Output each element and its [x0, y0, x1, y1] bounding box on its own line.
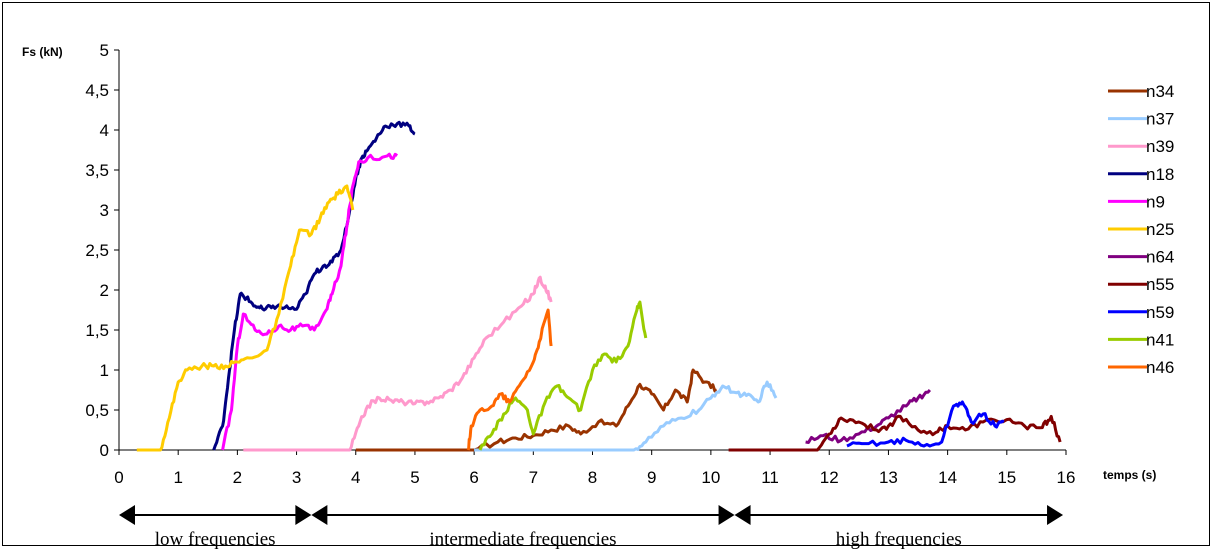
- legend-label-n25: n25: [1146, 220, 1174, 239]
- x-tick-label: 14: [938, 468, 957, 487]
- legend-label-n37: n37: [1146, 110, 1174, 129]
- x-axis-label: temps (s): [1103, 468, 1156, 482]
- band-label: low frequencies: [155, 529, 276, 550]
- y-tick-label: 0: [100, 441, 109, 460]
- frequency-bands: low frequencies intermediate frequencies h…: [119, 505, 1064, 550]
- legend-label-n34: n34: [1146, 82, 1174, 101]
- x-ticks: 0 1 2 3 4 5 6 7 8 9 10 11 12 13 14 15 16: [114, 450, 1075, 487]
- band-label: high frequencies: [836, 529, 962, 550]
- legend-label-n41: n41: [1146, 330, 1174, 349]
- x-tick-label: 9: [647, 468, 656, 487]
- x-tick-label: 8: [588, 468, 597, 487]
- series-line-n55: [728, 414, 1062, 452]
- legend-label-n39: n39: [1146, 137, 1174, 156]
- y-tick-label: 2: [100, 281, 109, 300]
- x-tick-label: 4: [351, 468, 360, 487]
- series-line-n41: [478, 300, 648, 451]
- band-arrowhead-right: [1047, 505, 1064, 525]
- x-tick-label: 5: [410, 468, 419, 487]
- y-ticks: 0 0,5 1 1,5 2 2,5 3 3,5 4 4,5 5: [85, 41, 119, 460]
- y-tick-label: 1,5: [85, 321, 109, 340]
- x-tick-label: 16: [1057, 468, 1076, 487]
- series-line-n46: [466, 308, 553, 451]
- legend: n34 n37 n39 n18 n9 n25 n64 n55 n59 n41 n46: [1108, 82, 1174, 377]
- y-tick-label: 3: [100, 201, 109, 220]
- series-line-n59: [846, 400, 1005, 448]
- series-line-n18: [212, 120, 416, 451]
- x-tick-label: 13: [879, 468, 898, 487]
- series-line-n37: [474, 380, 778, 452]
- series-line-n39: [243, 275, 553, 452]
- legend-label-n59: n59: [1146, 303, 1174, 322]
- x-tick-label: 2: [233, 468, 242, 487]
- y-tick-label: 4,5: [85, 81, 109, 100]
- legend-label-n55: n55: [1146, 275, 1174, 294]
- y-tick-label: 3,5: [85, 161, 109, 180]
- y-axis-label: Fs (kN): [22, 45, 63, 59]
- x-tick-label: 6: [469, 468, 478, 487]
- plot-area: [136, 120, 1062, 452]
- y-tick-label: 0,5: [85, 401, 109, 420]
- series-line-n64: [805, 388, 932, 444]
- x-tick-label: 15: [997, 468, 1016, 487]
- band-arrowhead-right: [718, 505, 735, 525]
- band-arrowhead-left: [311, 505, 328, 525]
- y-tick-label: 4: [100, 121, 109, 140]
- x-tick-label: 7: [529, 468, 538, 487]
- x-tick-label: 10: [701, 468, 720, 487]
- x-tick-label: 1: [173, 468, 182, 487]
- band-label: intermediate frequencies: [429, 529, 616, 550]
- legend-label-n64: n64: [1146, 248, 1174, 267]
- y-tick-label: 2,5: [85, 241, 109, 260]
- series-line-n34: [355, 368, 718, 452]
- legend-label-n18: n18: [1146, 165, 1174, 184]
- y-tick-label: 5: [100, 41, 109, 60]
- x-tick-label: 11: [761, 468, 779, 487]
- band-arrowhead-right: [295, 505, 312, 525]
- series-line-n25: [136, 184, 355, 452]
- x-tick-label: 12: [820, 468, 839, 487]
- y-tick-label: 1: [100, 361, 109, 380]
- band-arrowhead-left: [119, 505, 135, 525]
- x-tick-label: 3: [292, 468, 301, 487]
- series-line-n9: [221, 152, 399, 451]
- x-tick-label: 0: [114, 468, 123, 487]
- band-arrowhead-left: [734, 505, 751, 525]
- legend-label-n46: n46: [1146, 358, 1174, 377]
- legend-label-n9: n9: [1146, 192, 1165, 211]
